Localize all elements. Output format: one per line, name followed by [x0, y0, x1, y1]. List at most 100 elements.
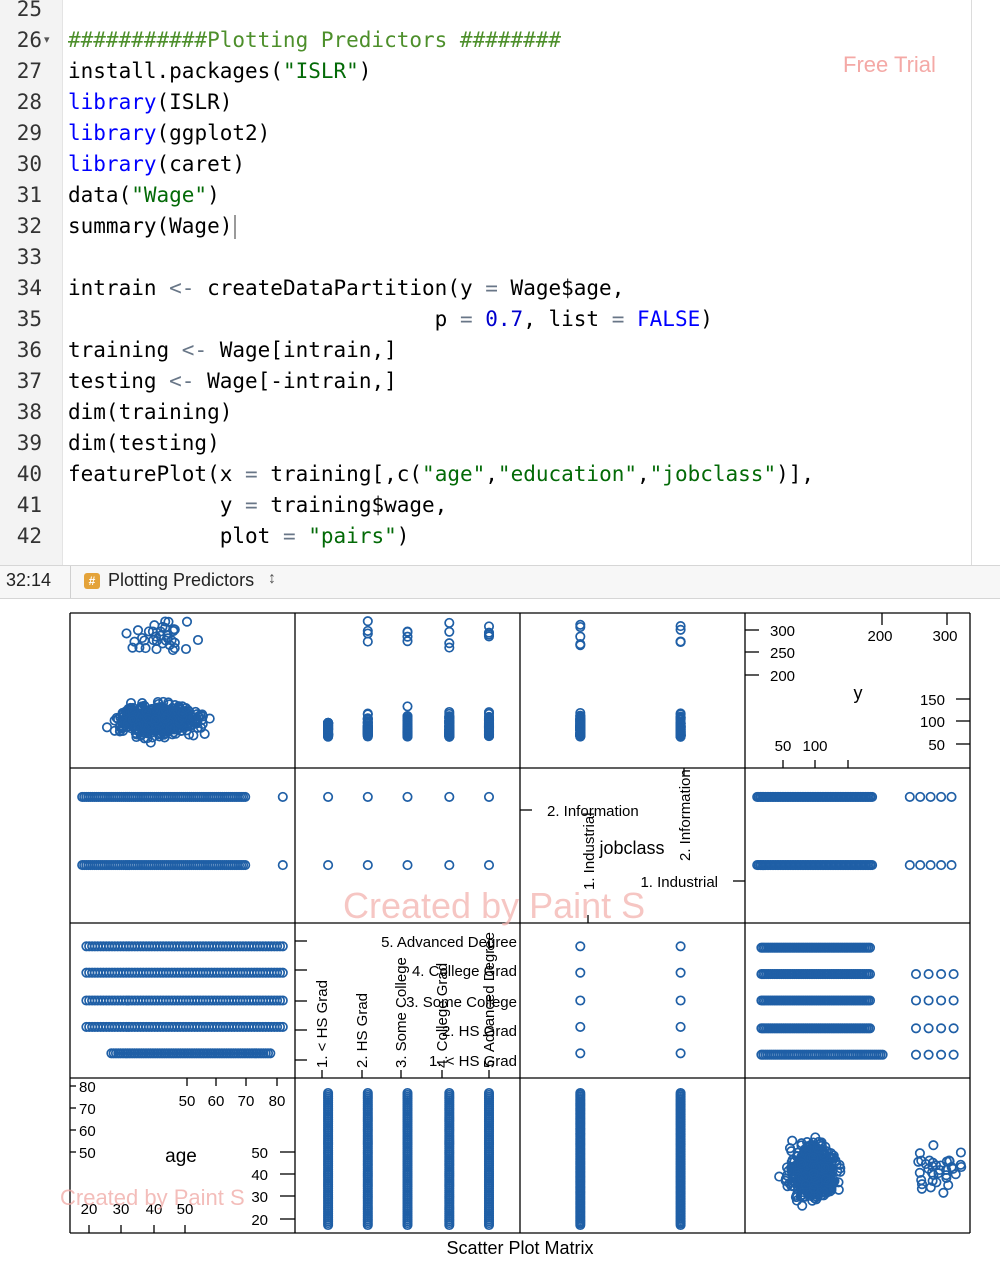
panel-age-vs-education [323, 1087, 495, 1231]
data-point [323, 1087, 334, 1099]
line-number: 28 [16, 90, 42, 114]
code-line-39[interactable]: 39 dim(testing) [0, 428, 971, 459]
code-token: summary(Wage) [68, 214, 233, 238]
code-text[interactable]: install.packages("ISLR") [68, 56, 371, 87]
code-editor[interactable]: 25 26 ▾ ###########Plotting Predictors ####… [0, 0, 1000, 565]
data-point [925, 791, 936, 802]
data-point [323, 717, 334, 728]
data-point [402, 1087, 413, 1099]
data-point [444, 638, 455, 649]
data-point [180, 643, 192, 655]
data-point [936, 969, 947, 980]
code-text[interactable]: data("Wage") [68, 180, 220, 211]
data-point [675, 720, 686, 731]
data-point [955, 1147, 966, 1158]
code-text[interactable]: plot = "pairs") [68, 521, 410, 552]
data-point [132, 625, 144, 636]
data-point [913, 1156, 924, 1167]
data-point [675, 728, 686, 739]
data-point [277, 1021, 288, 1032]
education-bottom-label: 5. Advanced Degree [481, 932, 498, 1068]
code-line-42[interactable]: 42 plot = "pairs") [0, 521, 971, 552]
code-token: "jobclass" [649, 462, 777, 486]
code-line-40[interactable]: 40 featurePlot(x = training[,c("age","edu… [0, 459, 971, 490]
data-point [946, 791, 957, 802]
code-token: = [245, 462, 258, 486]
data-point [402, 860, 413, 871]
code-text[interactable]: library(caret) [68, 149, 245, 180]
code-text[interactable]: intrain <- createDataPartition(y = Wage$… [68, 273, 624, 304]
data-point [182, 705, 193, 716]
tick-label: 200 [770, 668, 795, 685]
code-line-33[interactable]: 33 [0, 242, 971, 273]
code-text[interactable]: dim(training) [68, 397, 232, 428]
cursor-position: 32:14 [6, 570, 52, 590]
data-point [950, 1169, 961, 1180]
code-line-32[interactable]: 32 summary(Wage) [0, 211, 971, 242]
data-point [808, 1152, 819, 1163]
tick-label: 70 [238, 1093, 255, 1110]
code-line-37[interactable]: 37 testing <- Wage[-intrain,] [0, 366, 971, 397]
code-line-30[interactable]: 30 library(caret) [0, 149, 971, 180]
data-point [402, 718, 413, 729]
code-line-25[interactable]: 25 [0, 0, 971, 25]
data-point [675, 708, 686, 719]
code-text[interactable]: training <- Wage[intrain,] [68, 335, 397, 366]
code-line-28[interactable]: 28 library(ISLR) [0, 87, 971, 118]
data-point [575, 1021, 586, 1032]
tick-label: 250 [770, 645, 795, 662]
code-line-26[interactable]: 26 ▾ ###########Plotting Predictors ######… [0, 25, 971, 56]
line-number: 30 [16, 152, 42, 176]
data-point [575, 711, 586, 722]
code-text[interactable]: summary(Wage) [68, 211, 237, 242]
section-chevron-icon[interactable]: ↕ [268, 570, 276, 587]
data-point [165, 722, 176, 734]
data-point [910, 1049, 922, 1060]
code-text[interactable]: featurePlot(x = training[,c("age","educa… [68, 459, 814, 490]
code-line-31[interactable]: 31 data("Wage") [0, 180, 971, 211]
data-point [923, 1023, 934, 1034]
code-text[interactable]: dim(testing) [68, 428, 220, 459]
data-point [160, 713, 171, 724]
code-line-29[interactable]: 29 library(ggplot2) [0, 118, 971, 149]
code-line-36[interactable]: 36 training <- Wage[intrain,] [0, 335, 971, 366]
code-text[interactable]: p = 0.7, list = FALSE) [68, 304, 713, 335]
data-point [444, 731, 455, 742]
code-line-41[interactable]: 41 y = training$wage, [0, 490, 971, 521]
section-navigator[interactable]: Plotting Predictors [108, 570, 255, 590]
code-text[interactable]: y = training$wage, [68, 490, 448, 521]
data-point [188, 730, 199, 741]
data-point [938, 1187, 949, 1198]
data-point [864, 995, 876, 1006]
data-point [362, 1087, 373, 1099]
data-point [948, 969, 959, 980]
line-number: 41 [16, 493, 42, 517]
code-text[interactable]: library(ggplot2) [68, 118, 270, 149]
data-point [796, 1158, 807, 1169]
code-text[interactable]: ###########Plotting Predictors ######## [68, 25, 561, 56]
data-point [948, 1049, 959, 1060]
code-token: (ISLR) [156, 90, 233, 114]
data-point [157, 638, 168, 649]
data-point [402, 701, 413, 712]
code-line-35[interactable]: 35 p = 0.7, list = FALSE) [0, 304, 971, 335]
code-line-27[interactable]: 27 install.packages("ISLR") [0, 56, 971, 87]
chart-title: Scatter Plot Matrix [446, 1238, 593, 1258]
tick-label: 50 [79, 1145, 96, 1162]
tick-label: 80 [269, 1093, 286, 1110]
data-point [180, 703, 191, 714]
panel-age-vs-wage [774, 1132, 967, 1211]
data-point [141, 706, 152, 717]
code-token: ###########Plotting Predictors ######## [68, 28, 562, 52]
education-bottom-label: 2. HS Grad [354, 993, 371, 1068]
data-point [188, 711, 199, 723]
data-point [675, 995, 686, 1006]
code-text[interactable]: library(ISLR) [68, 87, 232, 118]
fold-arrow-icon[interactable]: ▾ [44, 34, 50, 46]
code-token: , [485, 462, 498, 486]
data-point [833, 1177, 844, 1188]
code-text[interactable]: testing <- Wage[-intrain,] [68, 366, 397, 397]
code-line-38[interactable]: 38 dim(training) [0, 397, 971, 428]
code-line-34[interactable]: 34 intrain <- createDataPartition(y = Wag… [0, 273, 971, 304]
data-point [936, 995, 947, 1006]
